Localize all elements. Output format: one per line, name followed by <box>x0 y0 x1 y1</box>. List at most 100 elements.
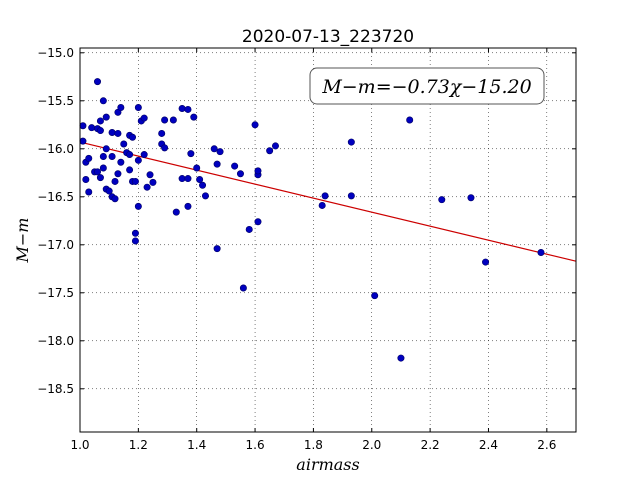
data-point <box>79 137 87 145</box>
data-point <box>199 181 207 189</box>
data-point <box>99 164 107 172</box>
data-point <box>134 202 142 210</box>
data-point <box>126 166 134 174</box>
fit-equation: M−m=−0.73χ−15.20 <box>321 76 531 98</box>
x-tick-label: 2.2 <box>421 438 440 452</box>
data-point <box>187 150 195 158</box>
annotation-box <box>309 67 545 105</box>
data-point <box>85 154 93 162</box>
data-point <box>172 208 180 216</box>
x-tick-labels: 1.0 1.2 1.4 1.6 1.8 2.0 2.2 2.4 2.6 <box>70 438 556 452</box>
x-tick-label: 1.8 <box>304 438 323 452</box>
fit-annotation: M−m=−0.73χ−15.20 <box>309 67 545 105</box>
plot-frame <box>79 47 577 433</box>
data-point <box>251 121 259 129</box>
data-point <box>120 140 128 148</box>
data-point <box>231 162 239 170</box>
data-point <box>184 175 192 183</box>
data-point <box>271 142 279 150</box>
fit-line <box>79 141 577 262</box>
data-points <box>79 78 545 362</box>
data-point <box>371 292 379 300</box>
data-point <box>196 176 204 184</box>
x-tick-label: 1.6 <box>246 438 265 452</box>
y-tick-label: −18.5 <box>37 382 74 396</box>
data-point <box>193 164 201 172</box>
y-tick-label: −15.0 <box>37 46 74 60</box>
data-point <box>161 116 169 124</box>
data-point <box>143 183 151 191</box>
data-point <box>88 124 96 132</box>
x-tick-label: 1.0 <box>70 438 89 452</box>
data-point <box>178 104 186 112</box>
data-point <box>94 78 102 86</box>
y-tick-label: −16.5 <box>37 190 74 204</box>
y-tick-label: −18.0 <box>37 334 74 348</box>
x-axis-label: airmass <box>296 455 359 474</box>
data-point <box>140 114 148 122</box>
data-point <box>347 138 355 146</box>
data-point <box>131 229 139 237</box>
data-point <box>190 113 198 121</box>
data-point <box>347 192 355 200</box>
data-point <box>178 175 186 183</box>
x-tick-label: 2.4 <box>479 438 498 452</box>
y-tick-label: −15.5 <box>37 94 74 108</box>
data-point <box>318 201 326 209</box>
x-tick-label: 1.2 <box>129 438 148 452</box>
data-point <box>184 202 192 210</box>
data-point <box>82 176 90 184</box>
data-point <box>114 129 122 137</box>
data-point <box>321 192 329 200</box>
data-point <box>201 192 209 200</box>
data-point <box>397 354 405 362</box>
y-tick-label: −16.0 <box>37 142 74 156</box>
data-point <box>99 152 107 160</box>
plot-area <box>80 48 576 432</box>
data-point <box>134 104 142 112</box>
x-tick-label: 1.4 <box>187 438 206 452</box>
data-point <box>96 174 104 182</box>
data-point <box>254 218 262 226</box>
data-point <box>126 151 134 159</box>
data-point <box>96 117 104 125</box>
data-point <box>406 116 414 124</box>
data-point <box>96 127 104 135</box>
y-tick-labels: −15.0 −15.5 −16.0 −16.5 −17.0 −17.5 −18.0 −18.5 <box>37 46 74 396</box>
y-tick-label: −17.5 <box>37 286 74 300</box>
data-point <box>134 156 142 164</box>
data-point <box>114 170 122 178</box>
data-point <box>239 284 247 292</box>
chart-title: 2020-07-13_223720 <box>242 27 414 47</box>
data-point <box>169 116 177 124</box>
data-point <box>105 187 113 195</box>
data-point <box>184 105 192 113</box>
data-point <box>213 245 221 253</box>
y-tick-label: −17.0 <box>37 238 74 252</box>
data-point <box>85 188 93 196</box>
data-point <box>158 129 166 137</box>
data-point <box>537 248 545 256</box>
data-point <box>129 133 137 141</box>
data-point <box>102 113 110 121</box>
y-axis-label: M−m <box>13 218 32 264</box>
data-point <box>108 128 116 136</box>
data-point <box>111 195 119 203</box>
data-point <box>99 97 107 105</box>
data-point <box>213 160 221 168</box>
data-point <box>146 171 154 179</box>
data-point <box>149 178 157 186</box>
data-point <box>210 145 218 153</box>
x-tick-label: 2.6 <box>537 438 556 452</box>
data-point <box>131 177 139 185</box>
data-point <box>467 194 475 202</box>
data-point <box>266 147 274 155</box>
data-point <box>111 177 119 185</box>
data-point <box>79 122 87 130</box>
data-point <box>161 144 169 152</box>
data-point <box>245 225 253 233</box>
data-point <box>140 151 148 159</box>
data-point <box>482 258 490 266</box>
data-point <box>94 168 102 176</box>
